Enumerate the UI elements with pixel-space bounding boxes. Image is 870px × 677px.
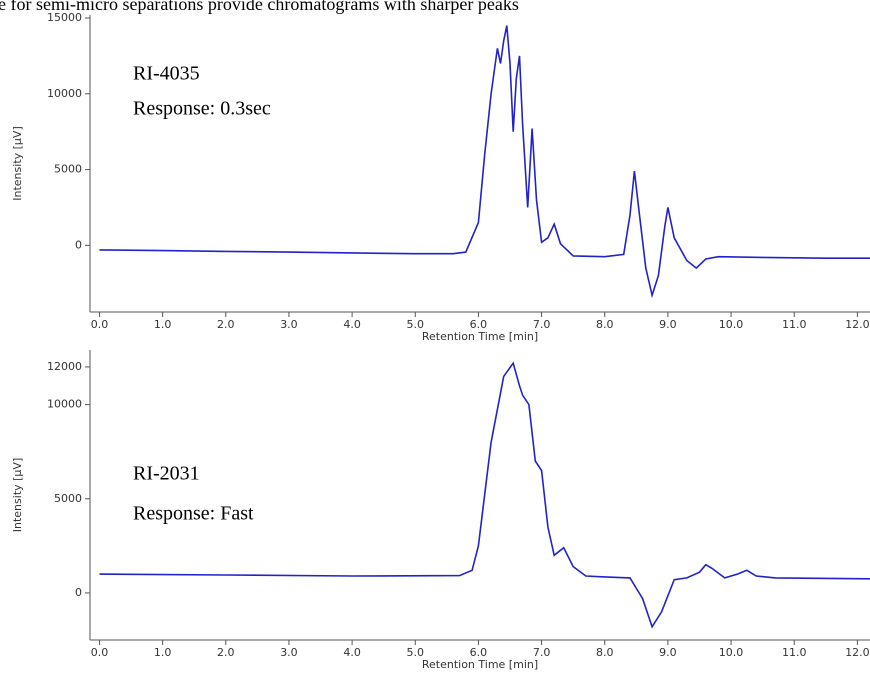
annotation: Response: Fast <box>133 503 254 525</box>
x-tick-label: 5.0 <box>407 646 425 659</box>
x-tick-label: 3.0 <box>280 318 298 331</box>
annotation: Response: 0.3sec <box>133 98 271 120</box>
y-tick-label: 10000 <box>47 87 82 100</box>
y-tick-label: 5000 <box>54 163 82 176</box>
x-tick-label: 6.0 <box>470 646 488 659</box>
annotation: RI-4035 <box>133 63 200 85</box>
x-tick-label: 4.0 <box>343 318 361 331</box>
y-tick-label: 0 <box>75 238 82 251</box>
x-tick-label: 9.0 <box>659 318 677 331</box>
x-tick-label: 9.0 <box>659 646 677 659</box>
x-tick-label: 12.0 <box>845 318 870 331</box>
y-tick-label: 10000 <box>47 398 82 411</box>
y-tick-label: 0 <box>75 586 82 599</box>
y-tick-label: 12000 <box>47 360 82 373</box>
trace-line <box>99 361 870 629</box>
x-tick-label: 7.0 <box>533 318 551 331</box>
x-tick-label: 1.0 <box>154 318 172 331</box>
x-tick-label: 12.0 <box>845 646 870 659</box>
x-tick-label: 0.0 <box>91 318 109 331</box>
y-axis-label: Intensity [µV] <box>11 126 24 200</box>
y-tick-label: 5000 <box>54 492 82 505</box>
annotation: RI-2031 <box>133 463 200 485</box>
x-tick-label: 11.0 <box>782 318 807 331</box>
caption: e for semi-micro separations provide chr… <box>0 0 519 14</box>
x-tick-label: 1.0 <box>154 646 172 659</box>
x-axis-label: Retention Time [min] <box>422 658 538 671</box>
x-tick-label: 2.0 <box>217 318 235 331</box>
x-tick-label: 6.0 <box>470 318 488 331</box>
x-tick-label: 2.0 <box>217 646 235 659</box>
x-tick-label: 3.0 <box>280 646 298 659</box>
x-axis-label: Retention Time [min] <box>422 330 538 343</box>
y-tick-label: 15000 <box>47 11 82 24</box>
x-tick-label: 10.0 <box>719 646 744 659</box>
x-tick-label: 4.0 <box>343 646 361 659</box>
x-tick-label: 7.0 <box>533 646 551 659</box>
x-tick-label: 10.0 <box>719 318 744 331</box>
y-axis-label: Intensity [µV] <box>11 458 24 532</box>
x-tick-label: 0.0 <box>91 646 109 659</box>
x-tick-label: 11.0 <box>782 646 807 659</box>
x-tick-label: 8.0 <box>596 646 614 659</box>
x-tick-label: 5.0 <box>407 318 425 331</box>
x-tick-label: 8.0 <box>596 318 614 331</box>
trace-line <box>99 25 870 299</box>
